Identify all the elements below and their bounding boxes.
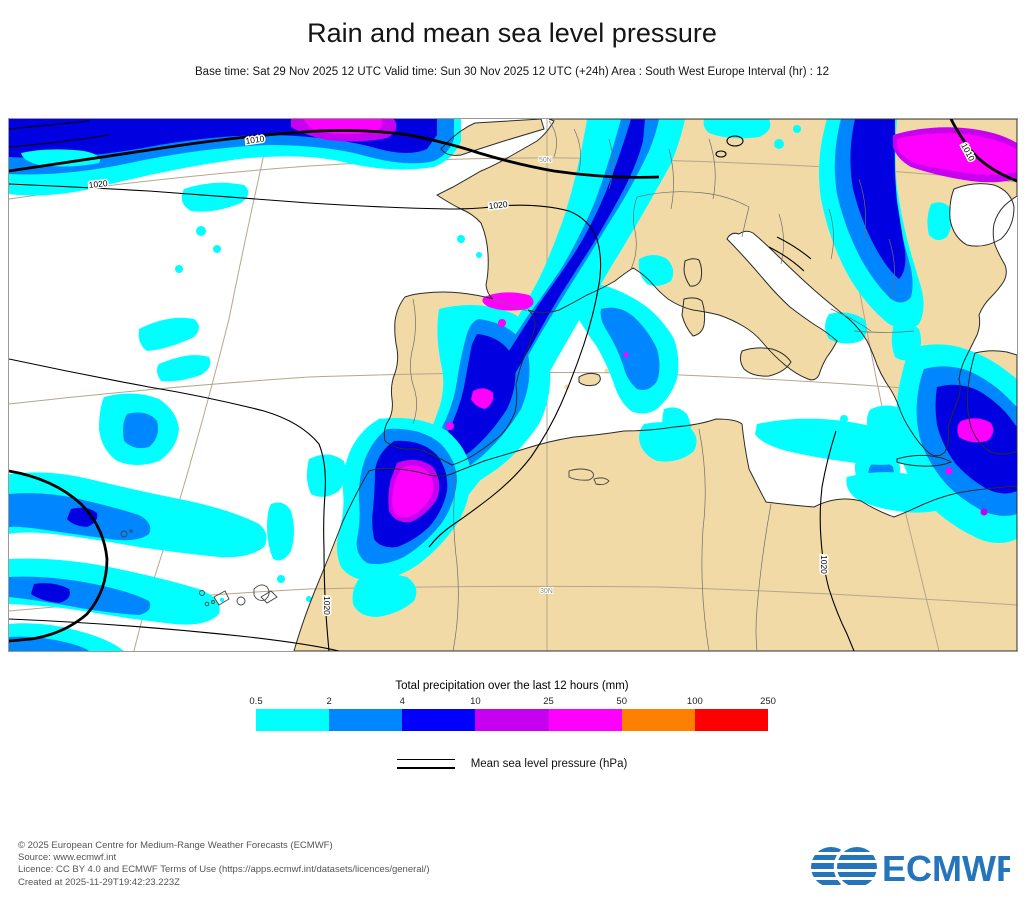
ecmwf-logo-graphic: ECMWF (811, 843, 1018, 891)
tick-label: 2 (326, 696, 332, 707)
colorbar-segment (694, 709, 768, 731)
ecmwf-logo-text: ECMWF (882, 848, 1010, 889)
copyright-line: © 2025 European Centre for Medium-Range … (18, 840, 333, 851)
isobar-label-1020: 1020 (322, 596, 332, 615)
lat-label-50n: 50N (539, 157, 552, 164)
isobar-label-1020: 1020 (88, 178, 108, 190)
attribution-footer: © 2025 European Centre for Medium-Range … (18, 840, 430, 889)
black-sea (949, 183, 1015, 247)
ecmwf-logo: ECMWF (810, 843, 1018, 892)
tick-label: 50 (616, 696, 627, 707)
map-canvas: 1010 1020 1020 1020 1020 1010 50N 30N (9, 119, 1017, 651)
logo-globe-left (811, 847, 851, 885)
precipitation-areas (9, 119, 1017, 651)
tick-label: 25 (543, 696, 554, 707)
colorbar-segment (329, 709, 403, 731)
isobar-line-sample (396, 759, 455, 769)
canary-rain-dot (219, 597, 225, 603)
country-borders (410, 120, 915, 651)
page-title: Rain and mean sea level pressure (307, 18, 717, 48)
pressure-legend: Mean sea level pressure (hPa) (0, 758, 1024, 770)
created-line: Created at 2025-11-29T19:42:23.223Z (18, 876, 180, 888)
tick-label: 10 (470, 696, 481, 707)
isobar-label-1020: 1020 (819, 555, 829, 574)
island-outlines (120, 468, 610, 607)
colorbar-segment (475, 709, 549, 731)
licence-line: Licence: CC BY 4.0 and ECMWF Terms of Us… (18, 864, 430, 876)
tick-label: 100 (686, 696, 703, 707)
forecast-metadata: Base time: Sat 29 Nov 2025 12 UTC Valid … (195, 66, 829, 78)
tick-label: 250 (760, 696, 776, 707)
tick-label: 4 (399, 696, 405, 707)
isobar-label-1020: 1020 (488, 199, 508, 211)
logo-globe-right (837, 847, 877, 885)
forecast-map: 1010 1020 1020 1020 1020 1010 50N 30N (8, 118, 1018, 652)
precip-legend-title: Total precipitation over the last 12 hou… (395, 680, 629, 692)
isobar-label-1010: 1010 (245, 133, 265, 146)
pressure-legend-label: Mean sea level pressure (hPa) (470, 758, 628, 770)
colorbar-segment (621, 709, 695, 731)
colorbar-segment (256, 709, 330, 731)
logo-globe-gap (833, 843, 881, 891)
tick-label: 0.5 (249, 696, 263, 707)
isobars (9, 119, 1017, 651)
lat-label-30n: 30N (540, 588, 553, 595)
colorbar-segment (548, 709, 622, 731)
precip-legend-ticks: 0.5 2 4 10 25 50 100 250 (249, 696, 776, 707)
precip-colorbar (256, 709, 768, 731)
source-line: Source: www.ecmwf.int (18, 852, 117, 864)
colorbar-segment (402, 709, 476, 731)
graticule-labels: 50N 30N (538, 156, 554, 596)
